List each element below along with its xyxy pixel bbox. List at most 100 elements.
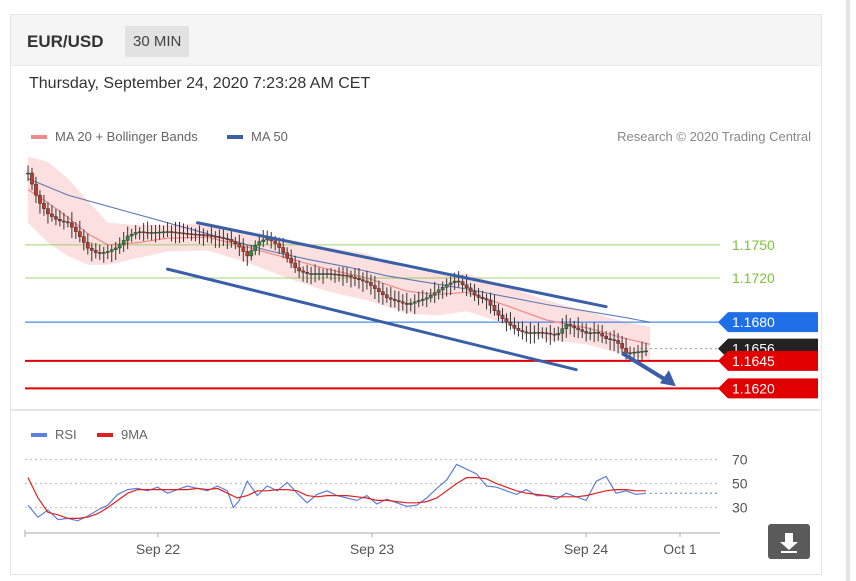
candle-body (608, 338, 612, 340)
rsi-line (27, 463, 647, 522)
level-tag-1.1680: 1.1680 (718, 312, 818, 333)
candle-body (361, 279, 365, 282)
download-button[interactable] (768, 524, 810, 559)
legend-9ma-label: 9MA (121, 427, 148, 442)
candle-body (205, 234, 210, 237)
candle-body (273, 240, 278, 244)
x-tick-label: Oct 1 (663, 541, 697, 557)
forecast-arrow-head (659, 370, 676, 387)
candle-body (185, 233, 190, 235)
level-tag-bg (718, 312, 818, 333)
candle-body (165, 231, 170, 233)
level-label: 1.1645 (732, 353, 775, 369)
candle-body (381, 291, 385, 296)
candle-body (241, 246, 246, 252)
candle-body (636, 351, 640, 354)
x-tick-label: Sep 23 (350, 541, 395, 557)
candle-body (377, 288, 381, 292)
candle-body (576, 327, 581, 330)
candle-body (249, 250, 254, 257)
candle-body (317, 273, 321, 275)
candle-body (544, 332, 549, 335)
candle-body (217, 236, 222, 239)
candle-body (596, 332, 601, 334)
candle-body (30, 172, 34, 185)
symbol-title: EUR/USD (27, 32, 104, 51)
candle-body (129, 233, 134, 237)
candle-body (388, 297, 393, 300)
candle-body (572, 325, 577, 329)
candle-body (66, 221, 70, 224)
candle-body (333, 273, 337, 276)
candle-body (213, 235, 218, 238)
candle-body (460, 281, 465, 286)
candles (26, 165, 648, 364)
candle-body (42, 203, 46, 209)
candle-body (50, 213, 54, 217)
candle-body (70, 222, 74, 228)
candle-body (133, 232, 138, 235)
candle-body (145, 231, 150, 234)
candle-body (624, 347, 628, 354)
candle-body (468, 287, 473, 292)
candle-body (193, 233, 198, 236)
9ma-swatch (97, 432, 113, 437)
candle-body (117, 244, 122, 249)
candle-body (329, 273, 333, 275)
candle-body (62, 220, 66, 223)
legend-ma20-label: MA 20 + Bollinger Bands (55, 129, 198, 144)
candle-body (412, 301, 417, 304)
candle-body (34, 183, 38, 196)
candle-body (528, 332, 533, 335)
candle-body (38, 194, 42, 204)
legend-rsi: RSI (31, 427, 77, 442)
candle-body (309, 273, 313, 275)
candle-body (209, 235, 214, 237)
candle-body (488, 299, 493, 306)
candle-body (480, 297, 485, 299)
ma20-swatch (31, 134, 47, 139)
candle-body (141, 231, 146, 234)
candle-body (237, 243, 242, 248)
candle-body (620, 343, 624, 349)
rsi-ref-label: 70 (732, 452, 748, 468)
timestamp: Thursday, September 24, 2020 7:23:28 AM … (29, 75, 371, 92)
candle-body (408, 302, 413, 305)
candle-body (109, 249, 114, 252)
candle-body (472, 291, 477, 296)
candle-body (396, 300, 401, 303)
chart-card: EUR/USD 30 MIN Thursday, September 24, 2… (10, 14, 822, 575)
candle-body (173, 231, 178, 234)
candle-body (452, 280, 457, 284)
candle-body (424, 297, 429, 300)
candle-body (444, 284, 449, 288)
page-scrollbar[interactable] (846, 0, 850, 581)
candle-body (644, 350, 648, 353)
forecast-arrow-shaft (621, 351, 669, 383)
candle-body (157, 231, 162, 234)
candle-body (245, 251, 250, 257)
candle-body (121, 240, 126, 246)
candle-body (500, 314, 505, 319)
download-arrow-icon (780, 533, 798, 553)
level-label: 1.1720 (732, 270, 775, 286)
candle-body (484, 298, 489, 301)
candle-body (105, 251, 110, 253)
candle-body (58, 218, 62, 222)
candle-body (492, 305, 497, 311)
level-tag-1.1620: 1.1620 (718, 378, 818, 399)
timeframe-badge[interactable]: 30 MIN (125, 26, 190, 57)
candle-body (612, 339, 616, 341)
candle-body (301, 270, 305, 273)
level-tag-bg (718, 378, 818, 399)
candle-body (277, 243, 282, 248)
candle-body (85, 242, 90, 249)
candle-body (113, 247, 118, 250)
candle-body (125, 235, 130, 241)
candle-body (197, 234, 202, 236)
candle-body (285, 252, 290, 259)
candle-body (229, 239, 234, 242)
candle-body (616, 340, 620, 344)
candle-body (580, 329, 585, 332)
